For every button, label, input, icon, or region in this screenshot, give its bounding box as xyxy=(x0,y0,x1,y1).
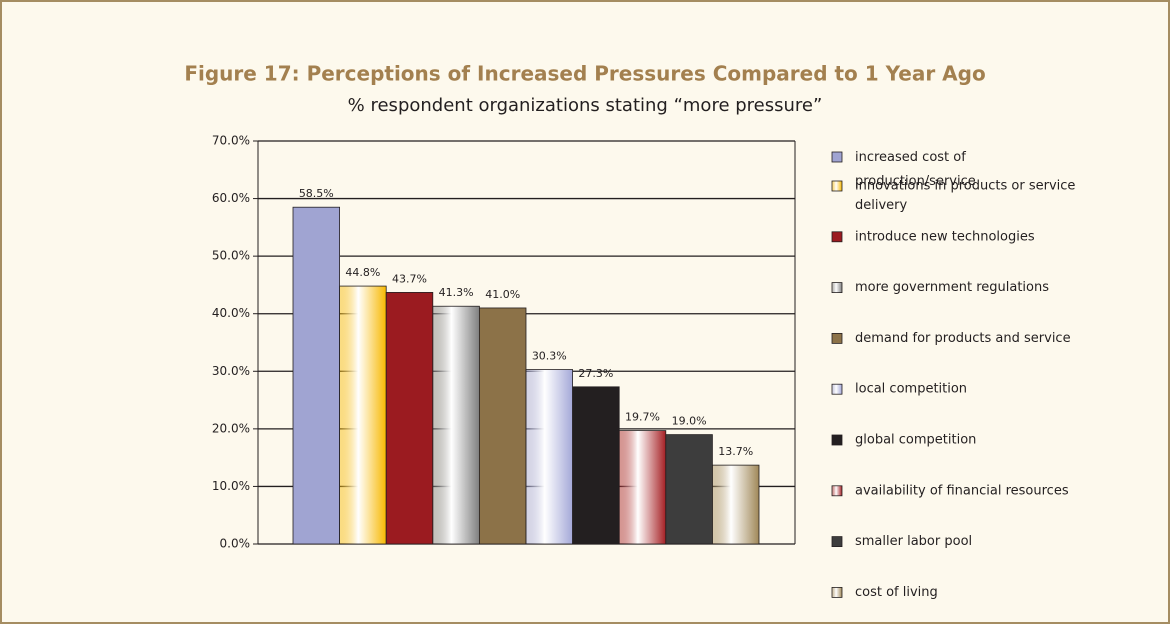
legend-swatch xyxy=(831,536,843,547)
legend-swatch xyxy=(831,332,843,344)
legend-swatch xyxy=(831,383,843,395)
legend-label: cost of living xyxy=(855,585,938,600)
legend-label: introduce new technologies xyxy=(855,229,1035,244)
legend-label: global competition xyxy=(855,433,976,448)
legend-swatch xyxy=(831,587,843,598)
legend-swatch xyxy=(831,231,843,243)
legend-label: demand for products and service xyxy=(855,331,1071,346)
y-tick-label: 70.0% xyxy=(212,134,250,148)
data-label: 44.8% xyxy=(345,266,380,279)
y-tick-label: 20.0% xyxy=(212,421,250,435)
data-label: 13.7% xyxy=(718,445,753,458)
chart-title: Figure 17: Perceptions of Increased Pres… xyxy=(184,62,985,86)
bar xyxy=(525,369,573,545)
y-tick-label: 50.0% xyxy=(212,249,250,263)
y-tick-label: 60.0% xyxy=(212,191,250,205)
data-label: 30.3% xyxy=(532,350,567,363)
legend-swatch xyxy=(831,485,843,497)
y-tick-label: 40.0% xyxy=(212,306,250,320)
data-label: 43.7% xyxy=(392,272,427,285)
legend-swatch xyxy=(831,180,843,192)
legend-label: more government regulations xyxy=(855,280,1049,295)
bar xyxy=(339,285,387,545)
bar xyxy=(712,464,760,545)
data-label: 19.0% xyxy=(672,415,707,428)
data-label: 58.5% xyxy=(299,187,334,200)
chart-subtitle: % respondent organizations stating “more… xyxy=(348,95,823,116)
y-tick-label: 10.0% xyxy=(212,479,250,493)
legend-swatch xyxy=(831,282,843,294)
legend-label: smaller labor pool xyxy=(855,534,972,549)
bar xyxy=(432,305,480,545)
data-label: 41.0% xyxy=(485,288,520,301)
legend-swatch xyxy=(831,151,843,163)
bar xyxy=(292,206,340,545)
bar xyxy=(385,292,434,545)
legend-swatch xyxy=(831,434,843,446)
bar xyxy=(572,386,620,545)
data-label: 41.3% xyxy=(439,286,474,299)
y-tick-label: 0.0% xyxy=(220,537,251,551)
y-tick-label: 30.0% xyxy=(212,364,250,378)
data-label: 19.7% xyxy=(625,411,660,424)
bar xyxy=(618,430,667,545)
legend-label: increased cost of production/service deliv… xyxy=(855,150,976,213)
legend-label: availability of financial resources xyxy=(855,483,1069,498)
bar xyxy=(665,434,713,545)
legend-label: innovations in products or service xyxy=(855,179,1075,194)
data-label: 27.3% xyxy=(578,367,613,380)
legend-label: local competition xyxy=(855,382,967,397)
bar xyxy=(478,307,527,545)
